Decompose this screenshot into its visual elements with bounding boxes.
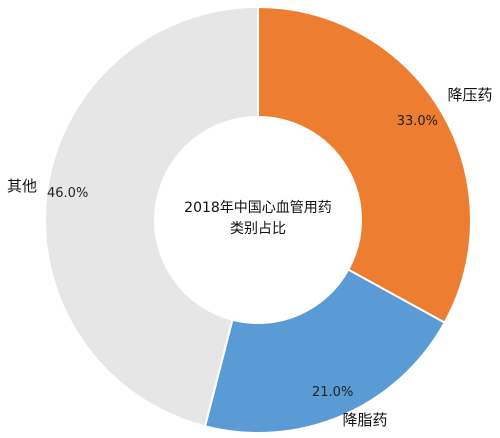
chart-title-line-2: 类别占比 [230, 221, 286, 237]
chart-title-line-1: 2018年中国心血管用药 [184, 200, 332, 216]
donut-slice-0 [257, 5, 472, 324]
donut-slice-1 [203, 268, 447, 434]
slice-category-label-2: 其他 [7, 177, 37, 195]
slice-value-label-1: 21.0% [312, 385, 353, 400]
slice-category-label-0: 降压药 [447, 86, 492, 104]
slice-value-label-2: 46.0% [47, 186, 88, 201]
donut-labels: 降压药 33.0% 降脂药 21.0% 其他 46.0% [7, 86, 493, 429]
slice-category-label-1: 降脂药 [342, 411, 387, 429]
donut-slice-2 [44, 5, 259, 428]
donut-slices [44, 5, 472, 434]
slice-value-label-0: 33.0% [397, 114, 438, 129]
